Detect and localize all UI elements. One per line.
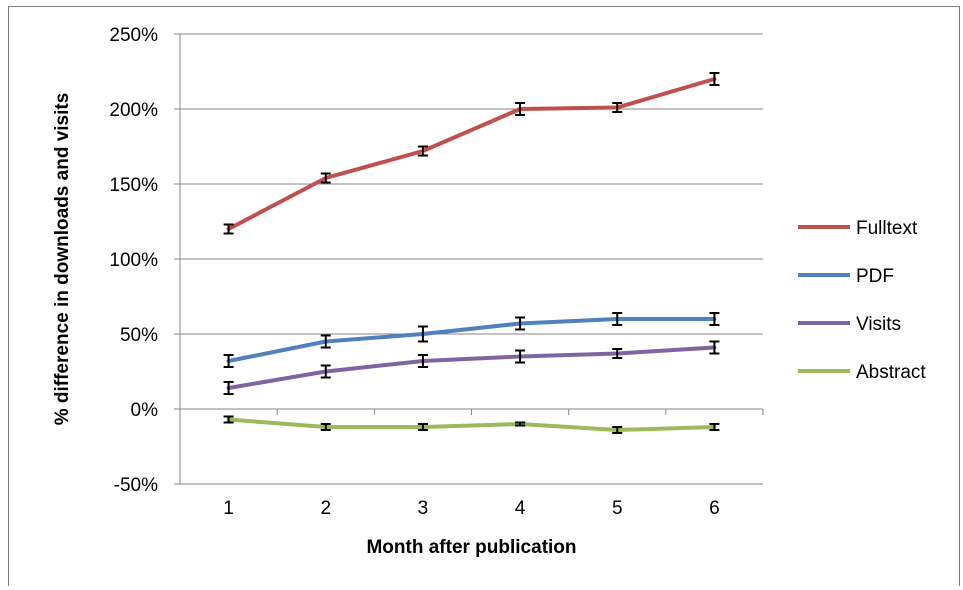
legend-item-pdf: PDF xyxy=(798,266,894,287)
legend-label: Visits xyxy=(856,314,901,335)
legend-item-fulltext: Fulltext xyxy=(798,218,918,239)
x-tick-label: 4 xyxy=(515,498,526,519)
x-tick-label: 1 xyxy=(223,498,234,519)
series-line xyxy=(226,345,717,390)
series-fulltext xyxy=(223,72,720,235)
x-tick-labels: 1 2 3 4 5 6 xyxy=(223,498,719,519)
y-axis-title: % difference in downloads and visits xyxy=(52,93,73,426)
series-group xyxy=(223,72,720,434)
y-tick-label: 200% xyxy=(109,100,158,121)
series-abstract xyxy=(223,415,720,434)
y-tick-labels: -50% 0% 50% 100% 150% 200% 250% xyxy=(109,25,158,496)
y-tick-label: -50% xyxy=(114,475,158,496)
x-tick-label: 3 xyxy=(418,498,429,519)
y-tick-label: 150% xyxy=(109,175,158,196)
legend-label: PDF xyxy=(856,266,894,287)
y-tick-label: 50% xyxy=(120,325,158,346)
y-tick-label: 250% xyxy=(109,25,158,46)
legend-label: Fulltext xyxy=(856,218,918,239)
y-tick-label: 0% xyxy=(131,400,159,421)
legend: Fulltext PDF Visits Abstract xyxy=(798,218,926,383)
series-pdf xyxy=(223,312,720,368)
legend-item-visits: Visits xyxy=(798,314,901,335)
chart-frame xyxy=(8,6,960,586)
axes xyxy=(174,33,764,485)
series-visits xyxy=(223,340,720,395)
legend-label: Abstract xyxy=(856,362,926,383)
x-tick-label: 6 xyxy=(709,498,720,519)
x-tick-label: 5 xyxy=(612,498,623,519)
series-line xyxy=(226,77,717,231)
y-tick-label: 100% xyxy=(109,250,158,271)
series-line xyxy=(226,317,717,363)
x-axis-title: Month after publication xyxy=(366,537,576,558)
x-tick-label: 2 xyxy=(320,498,331,519)
series-line xyxy=(226,417,717,432)
legend-item-abstract: Abstract xyxy=(798,362,926,383)
gridlines xyxy=(180,33,763,485)
